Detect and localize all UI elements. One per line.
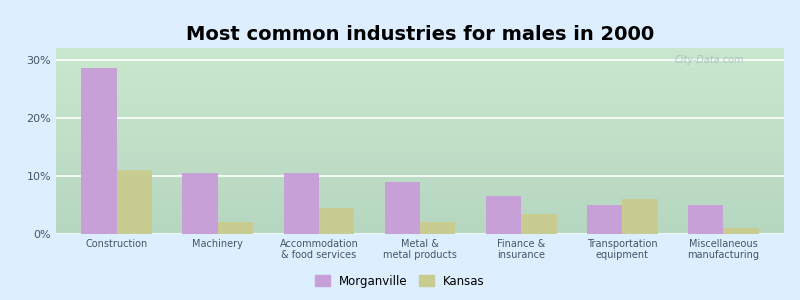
Bar — [688, 205, 723, 234]
Bar — [723, 228, 758, 234]
Bar — [82, 68, 117, 234]
Bar — [319, 208, 354, 234]
Bar — [486, 196, 521, 234]
Bar — [117, 170, 152, 234]
Bar — [420, 222, 455, 234]
Bar — [385, 182, 420, 234]
Bar — [622, 199, 658, 234]
Bar — [521, 214, 557, 234]
Bar — [283, 173, 319, 234]
Bar — [587, 205, 622, 234]
Bar — [182, 173, 218, 234]
Text: City-Data.com: City-Data.com — [674, 55, 744, 65]
Title: Most common industries for males in 2000: Most common industries for males in 2000 — [186, 25, 654, 44]
Legend: Morganville, Kansas: Morganville, Kansas — [312, 271, 488, 291]
Bar — [218, 222, 253, 234]
